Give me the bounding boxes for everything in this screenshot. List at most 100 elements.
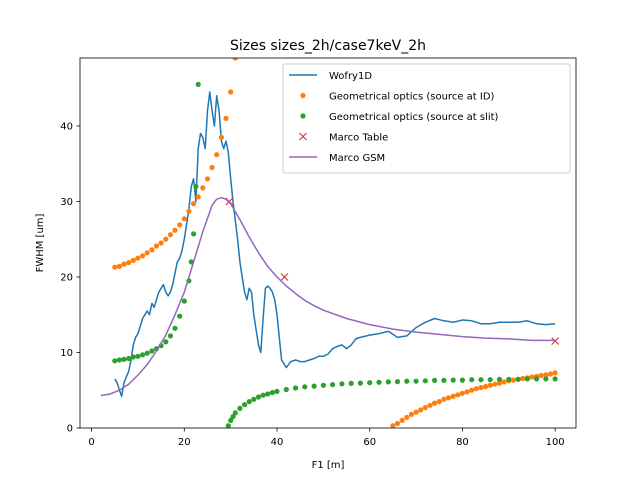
x-tick-label: 100 <box>546 437 565 448</box>
data-point <box>506 376 512 382</box>
data-point <box>432 377 438 383</box>
data-point-x-marker <box>551 337 559 346</box>
data-point <box>274 388 280 394</box>
data-point <box>251 396 257 402</box>
data-point <box>320 382 326 388</box>
data-point <box>144 250 150 256</box>
data-point <box>121 261 127 267</box>
data-point <box>186 208 192 214</box>
y-axis-ticks: 0 10 20 30 40 <box>60 121 80 435</box>
data-point <box>144 350 150 356</box>
data-point-x-marker <box>280 273 289 281</box>
data-point <box>246 399 252 405</box>
data-point <box>469 387 475 393</box>
legend: Wofry1D Geometrical optics (source at ID)… <box>282 63 571 174</box>
series-line-wofry1d <box>114 91 556 398</box>
plot-frame <box>79 57 577 429</box>
series-geometrical-optics-source-at-slit <box>112 81 558 428</box>
data-point <box>547 371 554 377</box>
data-point <box>126 355 132 362</box>
marker-stroke <box>280 273 289 281</box>
data-point <box>543 372 549 378</box>
data-point <box>121 356 127 362</box>
data-point <box>394 379 401 385</box>
legend-label: Marco Table <box>329 133 388 144</box>
marker-stroke <box>551 337 559 346</box>
data-point <box>459 377 465 383</box>
data-point <box>538 372 544 379</box>
data-point <box>140 253 146 259</box>
legend-item: Geometrical optics (source at slit) <box>300 112 499 123</box>
series-geometrical-optics-source-at-id <box>112 58 558 428</box>
data-point <box>302 384 308 390</box>
data-point <box>404 378 410 384</box>
data-point <box>441 396 447 402</box>
legend-swatch-x <box>299 132 307 141</box>
data-point <box>376 379 382 385</box>
data-point <box>126 260 132 266</box>
legend-label: Geometrical optics (source at ID) <box>329 92 495 103</box>
data-point <box>450 393 456 399</box>
legend-item: Marco GSM <box>289 153 385 164</box>
y-tick-label: 40 <box>60 121 73 132</box>
data-point <box>524 376 530 382</box>
data-point <box>473 386 479 392</box>
data-point <box>408 411 414 417</box>
data-point <box>232 58 238 61</box>
data-point <box>135 353 141 359</box>
data-point <box>112 358 118 364</box>
legend-item: Geometrical optics (source at ID) <box>300 92 495 103</box>
data-point <box>191 201 197 207</box>
data-point <box>167 333 173 339</box>
data-point <box>413 378 419 384</box>
data-point <box>464 389 470 395</box>
data-point <box>200 185 206 191</box>
data-point <box>283 386 289 393</box>
data-point <box>450 377 456 383</box>
data-point <box>153 243 160 249</box>
data-point <box>172 325 178 331</box>
data-point <box>195 194 201 200</box>
data-point <box>112 264 118 270</box>
data-point <box>163 339 169 345</box>
data-point <box>478 377 484 383</box>
data-point <box>214 152 220 158</box>
data-point <box>418 407 424 413</box>
data-point <box>242 402 248 408</box>
series-marco-gsm <box>100 196 556 397</box>
data-point <box>413 409 419 415</box>
data-point <box>427 402 433 408</box>
data-point <box>399 417 405 423</box>
data-point <box>177 222 183 228</box>
data-point <box>520 375 526 382</box>
data-point <box>177 313 183 319</box>
data-point <box>195 81 201 87</box>
data-point <box>228 89 234 95</box>
data-point <box>459 390 465 396</box>
data-point <box>534 376 540 382</box>
data-point <box>510 377 516 383</box>
y-tick-label: 0 <box>67 424 73 435</box>
data-point <box>181 216 187 222</box>
data-point <box>330 382 336 388</box>
legend-label: Marco GSM <box>329 153 385 164</box>
data-point <box>348 380 354 386</box>
data-point <box>311 383 317 389</box>
data-point <box>130 354 136 360</box>
data-point <box>218 134 224 140</box>
data-point <box>385 379 391 385</box>
legend-label: Wofry1D <box>329 71 372 82</box>
data-point <box>130 257 136 263</box>
data-point <box>230 414 236 420</box>
data-point <box>394 420 401 427</box>
data-point <box>543 376 549 382</box>
data-point <box>422 378 428 384</box>
legend-swatch-dot <box>300 113 306 119</box>
data-point <box>209 164 215 171</box>
data-point <box>529 374 535 380</box>
data-point <box>149 348 155 354</box>
data-point <box>515 376 521 382</box>
data-point <box>255 394 262 400</box>
data-point <box>339 381 345 387</box>
data-point <box>552 370 558 376</box>
